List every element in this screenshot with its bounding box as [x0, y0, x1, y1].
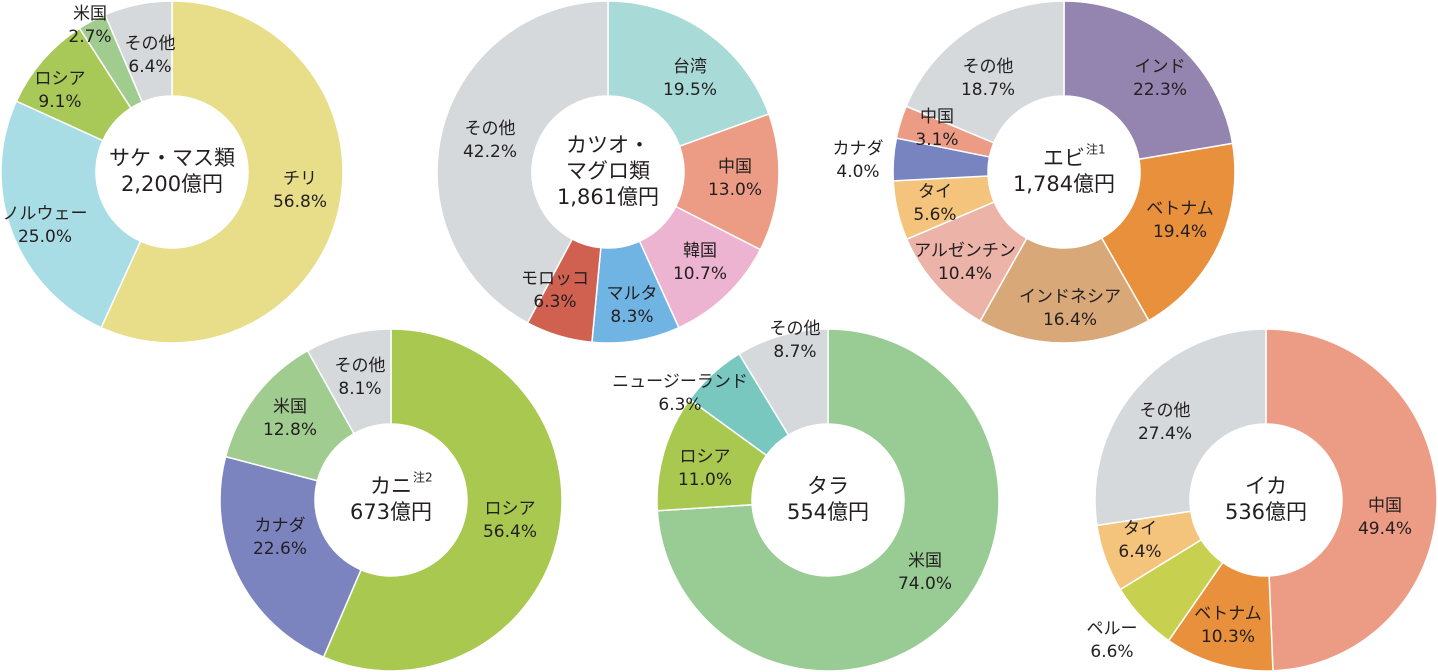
value-label: 8.3% — [610, 307, 653, 327]
center-title: タラ — [807, 474, 849, 498]
value-label: 74.0% — [898, 574, 952, 594]
value-label: 4.0% — [836, 162, 879, 182]
slice-label: ロシア — [485, 499, 536, 519]
slice-label: ニュージーランド — [612, 372, 748, 392]
value-label: 8.1% — [338, 379, 381, 399]
slice-label: 米国 — [73, 4, 107, 24]
center-title: カツオ・ — [566, 133, 650, 157]
slice — [905, 0, 1065, 144]
slice — [322, 328, 563, 672]
slice-label: その他 — [770, 319, 821, 339]
value-label: 22.6% — [253, 539, 307, 559]
slice-label: チリ — [283, 169, 317, 189]
value-label: 56.8% — [273, 192, 327, 212]
slice — [104, 0, 173, 104]
slice-label: カナダ — [833, 139, 884, 159]
center-title: マグロ類 — [566, 159, 650, 183]
value-label: 5.6% — [913, 205, 956, 225]
slice-label: その他 — [335, 356, 386, 376]
value-label: 49.4% — [1358, 519, 1412, 539]
slice-label: 中国 — [1368, 496, 1402, 516]
slice — [306, 328, 392, 435]
slice — [656, 328, 1000, 672]
value-label: 12.8% — [263, 420, 317, 440]
slice-label: ロシア — [35, 69, 86, 89]
slice-label: モロッコ — [521, 269, 589, 289]
value-label: 27.4% — [1138, 424, 1192, 444]
value-label: 9.1% — [38, 92, 81, 112]
slice-label: カナダ — [255, 516, 306, 536]
slice — [1094, 328, 1267, 527]
slice-label: その他 — [465, 119, 516, 139]
center-title: サケ・マス類 — [109, 146, 235, 170]
value-label: 11.0% — [678, 470, 732, 490]
center-total: 536億円 — [1225, 500, 1307, 524]
center-title: エビ — [1043, 146, 1085, 170]
value-label: 3.1% — [915, 130, 958, 150]
slice-label: ペルー — [1087, 619, 1138, 639]
slice-label: アルゼンチン — [914, 241, 1016, 261]
value-label: 16.4% — [1043, 310, 1097, 330]
slice-label: インドネシア — [1019, 287, 1121, 307]
slice-label: 韓国 — [683, 241, 717, 261]
value-label: 8.7% — [773, 342, 816, 362]
slice-label: その他 — [1140, 401, 1191, 421]
value-label: 6.3% — [533, 292, 576, 312]
slice-label: その他 — [125, 34, 176, 54]
slice — [100, 0, 344, 344]
slice-label: 台湾 — [673, 57, 707, 77]
note: 注1 — [1086, 142, 1106, 157]
value-label: 6.6% — [1090, 642, 1133, 662]
slice-label: 中国 — [718, 157, 752, 177]
slice-label: タイ — [1123, 519, 1157, 539]
slice-label: ロシア — [680, 447, 731, 467]
slice-label: 中国 — [920, 107, 954, 127]
value-label: 2.7% — [68, 27, 111, 47]
center-title: カニ — [370, 474, 412, 498]
slice — [219, 455, 362, 659]
value-label: 13.0% — [708, 180, 762, 200]
value-label: 19.5% — [663, 80, 717, 100]
slice-label: その他 — [963, 57, 1014, 77]
slice — [436, 0, 609, 324]
center-total: 673億円 — [350, 500, 432, 524]
slice — [1265, 328, 1438, 672]
value-label: 18.7% — [961, 80, 1015, 100]
slice — [979, 236, 1150, 344]
value-label: 6.4% — [1118, 542, 1161, 562]
value-label: 6.4% — [128, 57, 171, 77]
value-label: 42.2% — [463, 142, 517, 162]
slice — [738, 328, 829, 437]
value-label: 19.4% — [1153, 222, 1207, 242]
value-label: 22.3% — [1133, 80, 1187, 100]
slice — [1063, 0, 1234, 161]
slice-label: タイ — [918, 182, 952, 202]
note: 注2 — [413, 470, 433, 485]
value-label: 10.3% — [1201, 627, 1255, 647]
slice-label: インド — [1135, 57, 1186, 77]
slice-label: ベトナム — [1194, 604, 1262, 624]
center-total: 1,784億円 — [1013, 172, 1115, 196]
value-label: 56.4% — [483, 522, 537, 542]
slice — [0, 100, 142, 329]
slice — [1100, 142, 1236, 322]
value-label: 10.7% — [673, 264, 727, 284]
slice-label: 米国 — [908, 551, 942, 571]
value-label: 10.4% — [938, 264, 992, 284]
center-total: 554億円 — [787, 500, 869, 524]
center-title: イカ — [1245, 474, 1287, 498]
slice-label: マルタ — [607, 284, 658, 304]
value-label: 25.0% — [18, 227, 72, 247]
center-total: 1,861億円 — [557, 185, 659, 209]
value-label: 6.3% — [658, 395, 701, 415]
slice-label: ノルウェー — [3, 204, 88, 224]
slice — [607, 0, 770, 148]
center-total: 2,200億円 — [121, 172, 223, 196]
slice-label: ベトナム — [1146, 199, 1214, 219]
slice-label: 米国 — [273, 397, 307, 417]
